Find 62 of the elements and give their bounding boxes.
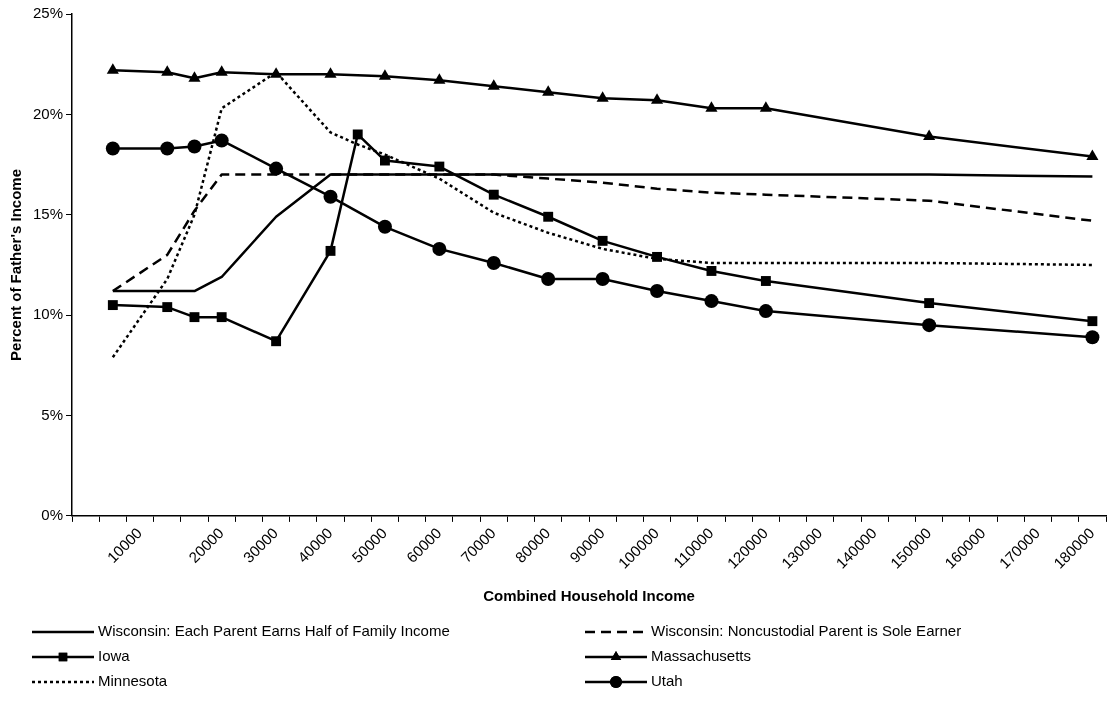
point — [432, 241, 447, 256]
y-tick-label: 0% — [41, 506, 64, 524]
point — [596, 91, 609, 102]
point — [269, 161, 284, 176]
point — [434, 161, 445, 172]
legend-label: Minnesota — [98, 672, 168, 690]
point — [379, 155, 390, 166]
y-tick-label: 5% — [41, 405, 64, 423]
point — [488, 189, 499, 200]
point — [214, 133, 229, 148]
point — [595, 271, 610, 286]
point — [704, 294, 719, 309]
point — [107, 300, 118, 311]
point — [1086, 149, 1099, 161]
point — [759, 101, 772, 112]
point — [187, 139, 202, 154]
point — [758, 304, 773, 319]
point — [323, 189, 338, 204]
point — [352, 129, 363, 140]
point — [216, 312, 227, 323]
y-tick-label: 15% — [32, 204, 64, 222]
point — [597, 235, 608, 246]
point — [162, 302, 173, 313]
point — [650, 93, 664, 104]
point — [325, 245, 336, 256]
y-tick-label: 20% — [32, 104, 64, 122]
legend-label: Utah — [651, 672, 683, 690]
y-tick-label: 10% — [32, 305, 64, 323]
point — [486, 255, 501, 270]
point — [377, 219, 392, 234]
legend-label: Iowa — [98, 647, 131, 665]
point — [543, 211, 554, 222]
point — [160, 141, 175, 156]
point — [324, 67, 337, 78]
point — [923, 129, 936, 140]
point — [1087, 316, 1098, 327]
point — [1085, 330, 1100, 345]
point — [378, 69, 391, 80]
legend-label: Massachusetts — [651, 647, 752, 665]
point — [105, 141, 120, 156]
point — [541, 271, 556, 286]
point — [161, 65, 174, 76]
point — [433, 73, 446, 84]
point — [650, 284, 665, 299]
point — [760, 276, 771, 286]
point — [706, 266, 717, 276]
point — [705, 101, 718, 112]
x-axis-title: Combined Household Income — [483, 587, 695, 605]
point — [924, 298, 935, 309]
legend-label: Wisconsin: Each Parent Earns Half of Family Income — [98, 622, 450, 640]
point — [271, 336, 282, 347]
y-axis-title: Percent of Father's Income — [7, 168, 25, 361]
point — [922, 318, 937, 333]
point — [106, 63, 119, 74]
point — [189, 312, 200, 323]
y-tick-label: 25% — [32, 4, 64, 22]
point — [188, 71, 201, 82]
point — [542, 85, 555, 96]
point — [215, 65, 228, 76]
legend-label: Wisconsin: Noncustodial Parent is Sole Earner — [651, 622, 962, 640]
point — [652, 251, 662, 262]
point — [487, 79, 500, 90]
